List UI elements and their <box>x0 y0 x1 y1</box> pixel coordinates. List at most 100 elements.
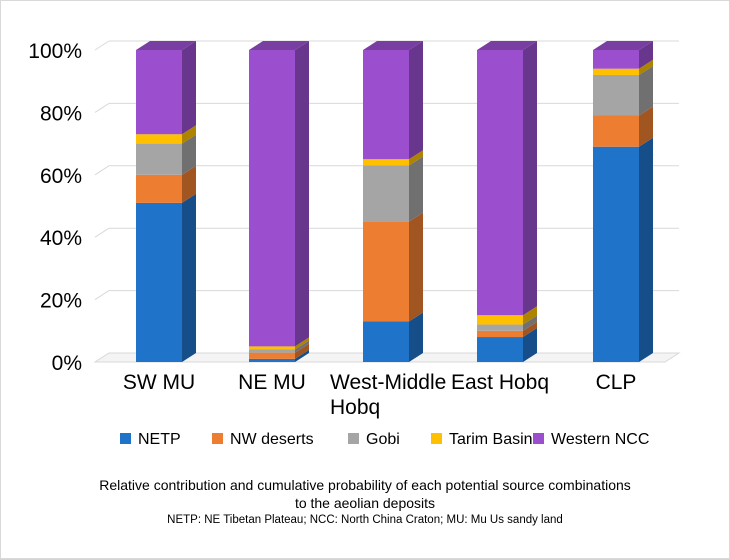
legend-item: NETP <box>120 431 181 448</box>
bar-segment-netp <box>593 146 639 362</box>
gridline-side <box>94 290 110 301</box>
legend-swatch <box>212 433 223 444</box>
x-tick-label-line: East Hobq <box>451 371 549 394</box>
bar-segment-western-ncc <box>363 50 409 160</box>
bar-segment-netp-side <box>182 193 196 362</box>
stacked-bar-chart: 0% 20% 40% 60% 80% 100% SW MU NE MU West-Middle… <box>28 40 681 448</box>
bar-segment-western-ncc <box>136 50 182 135</box>
figure-caption: Relative contribution and cumulative pro… <box>0 476 730 528</box>
legend-label: Gobi <box>366 431 400 448</box>
y-tick-label: 80% <box>40 102 82 125</box>
bar-top <box>593 41 653 50</box>
bar-segment-gobi-side <box>182 134 196 175</box>
x-tick-label-line: SW MU <box>123 371 195 394</box>
bar-segment-nw-deserts-side <box>639 106 653 147</box>
bar-segment-western-ncc-side <box>523 41 537 316</box>
x-tick-label: West-Middle Hobq <box>330 371 446 419</box>
gridline-side <box>94 102 110 113</box>
bar-top <box>136 41 196 50</box>
bar-segment-nw-deserts <box>363 221 409 322</box>
bar-segment-nw-deserts-side <box>295 343 309 359</box>
legend-swatch <box>533 433 544 444</box>
bar-segment-nw-deserts-side <box>523 321 537 338</box>
y-tick-label: 100% <box>28 40 82 63</box>
y-tick-label: 40% <box>40 227 82 250</box>
x-tick-label: NE MU <box>238 371 306 394</box>
bar-segment-tarim-basin <box>363 159 409 166</box>
bar-segment-western-ncc-side <box>295 41 309 347</box>
bar-segment-netp <box>249 358 295 362</box>
bar-segment-gobi-side <box>295 340 309 353</box>
bar-segment-tarim-basin-side <box>409 150 423 166</box>
x-tick-label: East Hobq <box>451 371 549 394</box>
legend-swatch <box>348 433 359 444</box>
abbreviation-note: NETP: NE Tibetan Plateau; NCC: North Chi… <box>167 514 563 526</box>
x-tick-label: SW MU <box>123 371 195 394</box>
gridline-side <box>94 165 110 176</box>
bar-top <box>477 41 537 50</box>
caption-line-1: Relative contribution and cumulative pro… <box>99 477 631 493</box>
bar-segment-western-ncc-side <box>409 41 423 160</box>
bars <box>136 41 653 362</box>
gridline-side <box>94 40 110 51</box>
bar-top <box>249 41 309 50</box>
bar-segment-nw-deserts <box>593 115 639 147</box>
bar-sw-mu <box>136 41 196 362</box>
bar-segment-nw-deserts <box>136 174 182 203</box>
x-tick-label-line: West-Middle <box>330 371 446 394</box>
bar-segment-netp <box>477 337 523 362</box>
y-tick-label: 60% <box>40 165 82 188</box>
bar-segment-gobi <box>593 74 639 116</box>
legend-label: NETP <box>138 431 181 448</box>
bar-segment-nw-deserts-side <box>182 165 196 203</box>
bar-segment-nw-deserts-side <box>409 212 423 322</box>
bar-segment-tarim-basin <box>477 315 523 325</box>
bar-segment-netp-side <box>523 328 537 362</box>
x-tick-label: CLP <box>596 371 637 394</box>
legend-swatch <box>431 433 442 444</box>
legend-item: Tarim Basin <box>431 431 533 448</box>
legend-label: NW deserts <box>230 431 314 448</box>
bar-segment-gobi-side <box>409 156 423 222</box>
legend: NETP NW deserts Gobi Tarim Basin Western NCC <box>120 431 649 448</box>
bar-segment-netp-side <box>409 312 423 362</box>
bar-clp <box>593 41 653 362</box>
bar-segment-tarim-basin <box>593 68 639 75</box>
bar-segment-netp-side <box>639 137 653 362</box>
x-tick-label-line: CLP <box>596 371 637 394</box>
bar-segment-gobi-side <box>639 65 653 116</box>
bar-segment-netp <box>363 321 409 362</box>
bar-segment-gobi <box>136 143 182 175</box>
bar-segment-western-ncc <box>249 50 295 347</box>
bar-top <box>363 41 423 50</box>
gridline-side <box>94 227 110 238</box>
bar-segment-tarim-basin <box>249 346 295 350</box>
x-tick-label-line: NE MU <box>238 371 306 394</box>
y-tick-label: 20% <box>40 290 82 313</box>
bar-segment-tarim-basin-side <box>639 59 653 75</box>
legend-label: Western NCC <box>551 431 649 448</box>
bar-east-hobq <box>477 41 537 362</box>
legend-swatch <box>120 433 131 444</box>
bar-segment-gobi <box>249 349 295 353</box>
legend-label: Tarim Basin <box>449 431 533 448</box>
bar-segment-netp-side <box>295 349 309 362</box>
legend-item: Western NCC <box>533 431 649 448</box>
legend-item: Gobi <box>348 431 400 448</box>
bar-segment-gobi <box>363 165 409 222</box>
y-tick-label: 0% <box>52 352 82 375</box>
bar-segment-nw-deserts <box>249 352 295 359</box>
bar-segment-western-ncc-side <box>639 41 653 69</box>
bar-segment-western-ncc <box>477 50 523 316</box>
x-tick-label-line: Hobq <box>330 396 380 419</box>
bar-segment-gobi <box>477 324 523 331</box>
bar-ne-mu <box>249 41 309 362</box>
bar-segment-western-ncc <box>593 50 639 69</box>
legend-item: NW deserts <box>212 431 314 448</box>
caption-line-2: to the aeolian deposits <box>294 495 436 511</box>
bar-segment-tarim-basin-side <box>295 337 309 350</box>
bar-segment-western-ncc-side <box>182 41 196 135</box>
bar-west-middle-hobq <box>363 41 423 362</box>
bar-segment-tarim-basin <box>136 134 182 144</box>
